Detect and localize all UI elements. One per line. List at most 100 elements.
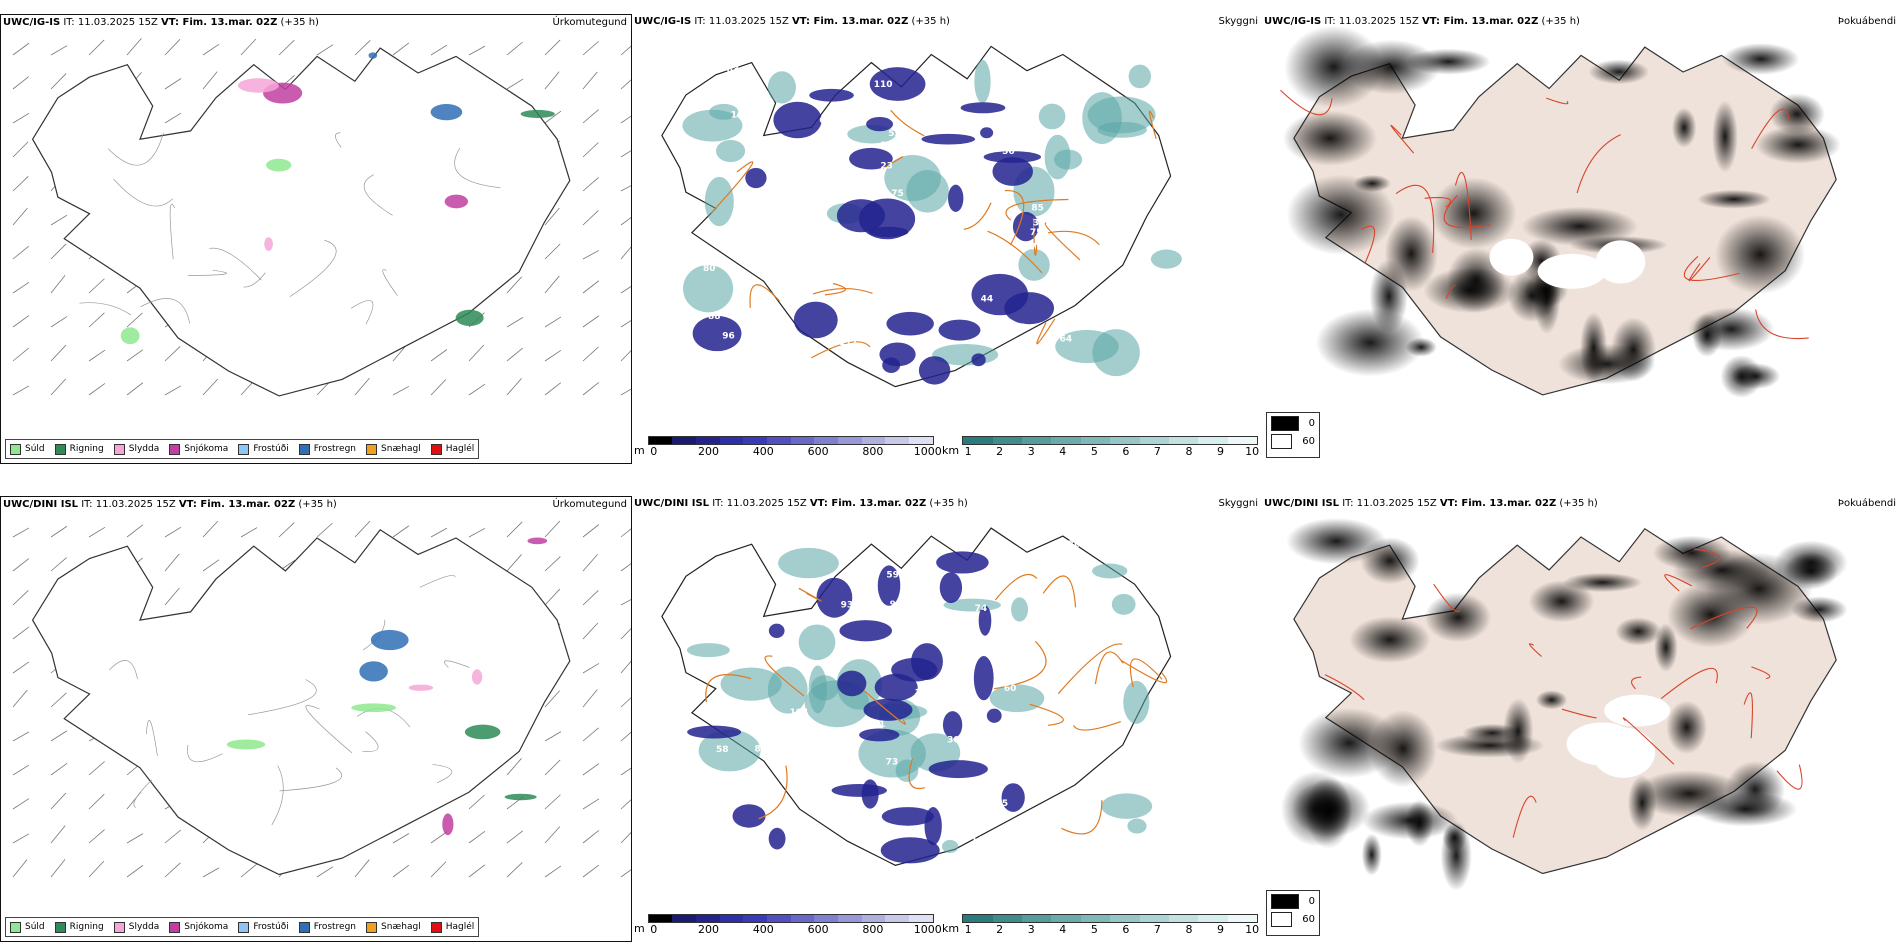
- fog-index-map-dini: UWC/DINI ISL IT: 11.03.2025 15Z VT: Fim.…: [1262, 496, 1900, 942]
- wind-barb: [240, 863, 257, 878]
- colorbar-tick: 6: [1122, 923, 1130, 936]
- road-line: [362, 731, 379, 752]
- road-line: [1004, 190, 1025, 246]
- colorbar-tick: 6: [1122, 445, 1130, 458]
- wind-barb: [430, 831, 448, 844]
- wind-barb: [620, 150, 631, 158]
- low-visibility-area: [1150, 249, 1182, 269]
- cloud-base-label: 51: [749, 200, 762, 210]
- wind-barb: [544, 39, 561, 56]
- road-line: [187, 744, 223, 763]
- cloud-base-area: [971, 273, 1029, 316]
- wind-barb: [316, 44, 334, 56]
- legend-label: Rigning: [69, 444, 104, 454]
- legend-item: Frostúði: [238, 921, 289, 933]
- precip-area: [264, 237, 273, 251]
- road-line: [335, 132, 342, 148]
- legend-item: Haglél: [430, 921, 474, 933]
- road-line: [1061, 800, 1103, 835]
- low-visibility-area: [1097, 121, 1147, 138]
- road-line: [187, 269, 227, 276]
- wind-barb: [430, 379, 447, 396]
- colorbar-cell: [963, 437, 993, 444]
- cloud-base-label: 96: [722, 332, 735, 342]
- colorbar-tick: 600: [807, 445, 829, 458]
- legend-item: Snæhagl: [366, 443, 421, 455]
- fog-legend-label: 0: [1308, 896, 1315, 907]
- cloud-base-area: [861, 779, 879, 809]
- wind-barb: [620, 599, 631, 606]
- wind-barb: [12, 689, 28, 708]
- cloud-base-area: [986, 708, 1002, 723]
- cloud-base-label: 68: [773, 255, 786, 265]
- cloud-base-label: 13: [945, 212, 958, 222]
- fog-legend-item: 60: [1271, 912, 1315, 927]
- iceland-coastline: [31, 47, 571, 397]
- colorbar-cell: [909, 437, 933, 444]
- legend-item: Slydda: [113, 443, 159, 455]
- wind-barb: [126, 349, 144, 362]
- cloud-base-label: 58: [716, 745, 729, 755]
- wind-barb: [12, 76, 30, 90]
- wind-barb: [392, 864, 410, 878]
- wind-barb: [620, 45, 631, 56]
- cloud-base-label: 69: [834, 177, 847, 187]
- colorbar-tick: 1: [964, 445, 972, 458]
- fog-area: [1430, 177, 1517, 250]
- cloud-base-label: 30: [947, 735, 960, 745]
- wind-barb: [468, 830, 486, 844]
- wind-barb: [544, 794, 561, 810]
- fog-area: [1722, 43, 1800, 75]
- wind-barb: [430, 861, 447, 878]
- colorbar-tick: 3: [1027, 445, 1035, 458]
- cloud-base-label: 77: [1061, 222, 1074, 232]
- colorbar-cell: [1139, 437, 1169, 444]
- cloud-base-area: [732, 804, 766, 828]
- colorbar-cell: [719, 915, 744, 922]
- colorbar-tick: 800: [862, 923, 884, 936]
- wind-barb: [126, 37, 142, 56]
- wind-barb: [430, 527, 448, 538]
- colorbar-cell: [1051, 915, 1081, 922]
- low-visibility-area: [1055, 329, 1119, 364]
- legend-item: Súld: [10, 921, 45, 933]
- wind-barb: [620, 320, 631, 328]
- road-line: [1561, 708, 1597, 719]
- colorbar-cell: [1198, 437, 1228, 444]
- cloud-base-label: 71: [903, 112, 916, 122]
- panel-title: Úrkomutegund: [552, 499, 627, 510]
- road-line: [1622, 717, 1675, 765]
- road-line: [994, 573, 1038, 601]
- colorbar-tick: 600: [807, 923, 829, 936]
- cloud-base-area: [886, 311, 934, 336]
- panel-title: Úrkomutegund: [552, 17, 627, 28]
- legend-swatch: [113, 921, 125, 933]
- wind-barb: [50, 763, 68, 776]
- wind-barb: [88, 383, 106, 396]
- fog-area: [1671, 107, 1697, 148]
- colorbar-cell: [672, 437, 697, 444]
- colorbar-tick: 400: [752, 445, 774, 458]
- km-colorbar: km 1 2 3 4 5 6 7 8 9 10: [942, 436, 1259, 458]
- cloud-base-label: 91: [1050, 646, 1063, 656]
- wind-barb: [468, 527, 486, 538]
- map-header: UWC/DINI ISL IT: 11.03.2025 15Z VT: Fim.…: [3, 499, 337, 510]
- precip-type-map-dini: UWC/DINI ISL IT: 11.03.2025 15Z VT: Fim.…: [0, 496, 632, 942]
- cloud-base-label: 75: [1030, 228, 1043, 238]
- wind-barb: [12, 626, 30, 640]
- cloud-base-label: 23: [880, 162, 893, 172]
- wind-barb: [620, 79, 631, 90]
- wind-barb: [582, 71, 598, 90]
- visibility-map-dini: UWC/DINI ISL IT: 11.03.2025 15Z VT: Fim.…: [632, 496, 1262, 942]
- wind-barb: [164, 553, 180, 572]
- fog-area: [1446, 247, 1506, 314]
- wind-barb: [12, 558, 30, 572]
- road-line: [1688, 257, 1711, 282]
- wind-barb: [50, 243, 67, 260]
- wind-barb: [620, 660, 631, 674]
- wind-barb: [468, 383, 486, 396]
- wind-barb: [620, 528, 631, 538]
- fog-area: [1720, 355, 1763, 398]
- colorbar-tick: 4: [1059, 923, 1067, 936]
- legend-item: Haglél: [430, 443, 474, 455]
